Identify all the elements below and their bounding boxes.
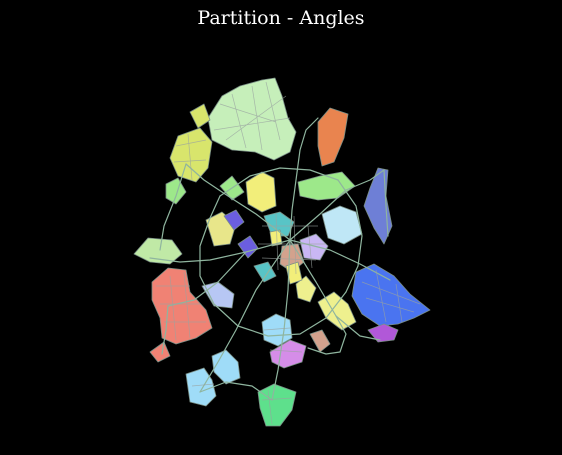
zone-west-salmon-b [149, 341, 171, 363]
zone-west-mint [133, 237, 183, 265]
road-far-northwest [159, 163, 187, 251]
zone-northeast-orange [317, 107, 349, 167]
road-west-south [167, 251, 247, 307]
zone-west-periwinkle [201, 281, 235, 309]
zone-west-green [165, 177, 187, 205]
road-west [149, 239, 291, 263]
street-west-grid [156, 271, 206, 341]
zone-center-indigo [223, 209, 245, 231]
road-far-east [383, 169, 389, 237]
zone-center-yellow-north [245, 171, 277, 213]
road-ring-east [337, 179, 363, 293]
road-south-east-link [307, 315, 347, 355]
street-south-grid [191, 327, 303, 425]
zone-east-blue [351, 263, 431, 327]
zone-center-yellow-south [295, 275, 317, 303]
road-network [149, 117, 391, 401]
zone-southwest-skyblue-b [211, 349, 241, 385]
zone-south-green [257, 383, 297, 427]
zone-northwest-a [169, 127, 213, 183]
road-south [271, 239, 291, 401]
road-northwest [185, 163, 291, 241]
road-northeast [289, 169, 385, 241]
road-ring-west [199, 195, 239, 327]
street-east-grid [361, 269, 421, 323]
road-far-south-west [199, 381, 273, 401]
zone-southeast-purple [367, 323, 399, 343]
zone-center-teal-b [253, 261, 277, 283]
street-north-grid [213, 81, 291, 151]
street-center-grid [258, 213, 326, 275]
zone-center-indigo-b [237, 235, 259, 259]
street-northwest-grid [173, 133, 207, 181]
zone-center-lavender [299, 233, 329, 261]
zone-east-lightcyan [321, 205, 363, 245]
road-ring-south [237, 291, 347, 337]
road-far-west [161, 305, 169, 355]
zone-north [207, 77, 297, 161]
road-north [289, 117, 319, 241]
road-southwest [199, 239, 291, 393]
plot-title: Partition - Angles [197, 7, 365, 29]
zone-southeast-tan [309, 329, 331, 353]
zone-east-yellow [317, 291, 357, 331]
street-network [156, 81, 421, 425]
road-ring-north [219, 167, 339, 197]
zone-west-salmon [151, 267, 213, 345]
zone-northwest-b [189, 103, 211, 129]
